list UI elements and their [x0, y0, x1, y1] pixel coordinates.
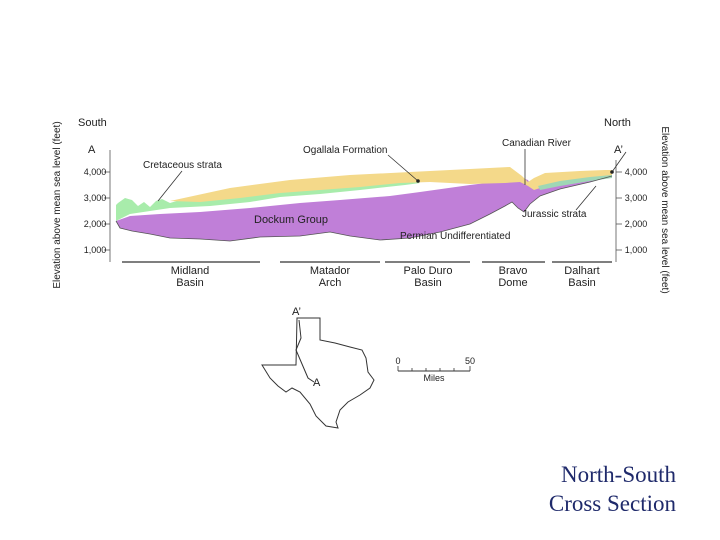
right-axis-title: Elevation above mean sea level (feet)	[659, 126, 670, 293]
start-marker-a: A	[88, 144, 96, 156]
right-tick-2000: 2,000	[625, 219, 648, 229]
canadian-river-label: Canadian River	[502, 138, 572, 149]
basement-profile	[115, 175, 613, 242]
scale-end: 50	[465, 356, 475, 366]
right-tick-3000: 3,000	[625, 193, 648, 203]
jurassic-label: Jurassic strata	[522, 209, 587, 220]
map-label-a-prime: A’	[292, 306, 301, 318]
region-matador-line2: Arch	[319, 277, 342, 289]
left-tick-3000: 3,000	[84, 193, 107, 203]
region-midland-line1: Midland	[171, 265, 210, 277]
left-axis-title: Elevation above mean sea level (feet)	[52, 121, 63, 288]
dockum-label: Dockum Group	[254, 214, 328, 226]
region-dalhart-line1: Dalhart	[564, 265, 599, 277]
south-label: South	[78, 117, 107, 129]
jurassic-layer	[538, 175, 612, 190]
left-tick-1000: 1,000	[84, 245, 107, 255]
region-palo-duro-line1: Palo Duro	[404, 265, 453, 277]
region-palo-duro-line2: Basin	[414, 277, 442, 289]
left-tick-4000: 4,000	[84, 167, 107, 177]
end-marker-callout	[610, 151, 627, 174]
region-dalhart-line2: Basin	[568, 277, 596, 289]
cretaceous-label: Cretaceous strata	[143, 160, 222, 171]
slide-title: North-South Cross Section	[549, 460, 676, 518]
slide-title-line1: North-South	[561, 462, 676, 487]
permian-label: Permian Undifferentiated	[400, 231, 510, 242]
north-label: North	[604, 117, 631, 129]
region-bravo-line2: Dome	[498, 277, 527, 289]
region-bravo-line1: Bravo	[499, 265, 528, 277]
cross-section-line	[295, 319, 315, 383]
right-tick-4000: 4,000	[625, 167, 648, 177]
left-axis: 4,000 3,000 2,000 1,000 Elevation above …	[52, 121, 111, 289]
region-matador-line1: Matador	[310, 265, 351, 277]
region-midland-line2: Basin	[176, 277, 204, 289]
scale-start: 0	[395, 356, 400, 366]
region-labels: Midland Basin Matador Arch Palo Duro Bas…	[171, 265, 600, 289]
map-label-a: A	[313, 377, 321, 389]
right-axis: 4,000 3,000 2,000 1,000 Elevation above …	[615, 126, 670, 294]
cretaceous-callout: Cretaceous strata	[143, 160, 222, 202]
scale-bar: 0 50 Miles	[395, 356, 475, 383]
slide-title-line2: Cross Section	[548, 491, 676, 516]
texas-map-inset: A’ A	[261, 306, 375, 429]
permian-layer	[116, 171, 612, 241]
ogallala-callout: Ogallala Formation	[303, 145, 420, 183]
left-tick-2000: 2,000	[84, 219, 107, 229]
end-marker-a-prime: A’	[614, 144, 623, 156]
canadian-river-callout: Canadian River	[502, 138, 572, 185]
texas-outline	[261, 317, 375, 429]
scale-unit: Miles	[423, 373, 445, 383]
cretaceous-layer	[116, 178, 420, 221]
right-tick-1000: 1,000	[625, 245, 648, 255]
ogallala-layer	[170, 167, 612, 202]
ogallala-label: Ogallala Formation	[303, 145, 387, 156]
jurassic-callout: Jurassic strata	[522, 185, 597, 220]
